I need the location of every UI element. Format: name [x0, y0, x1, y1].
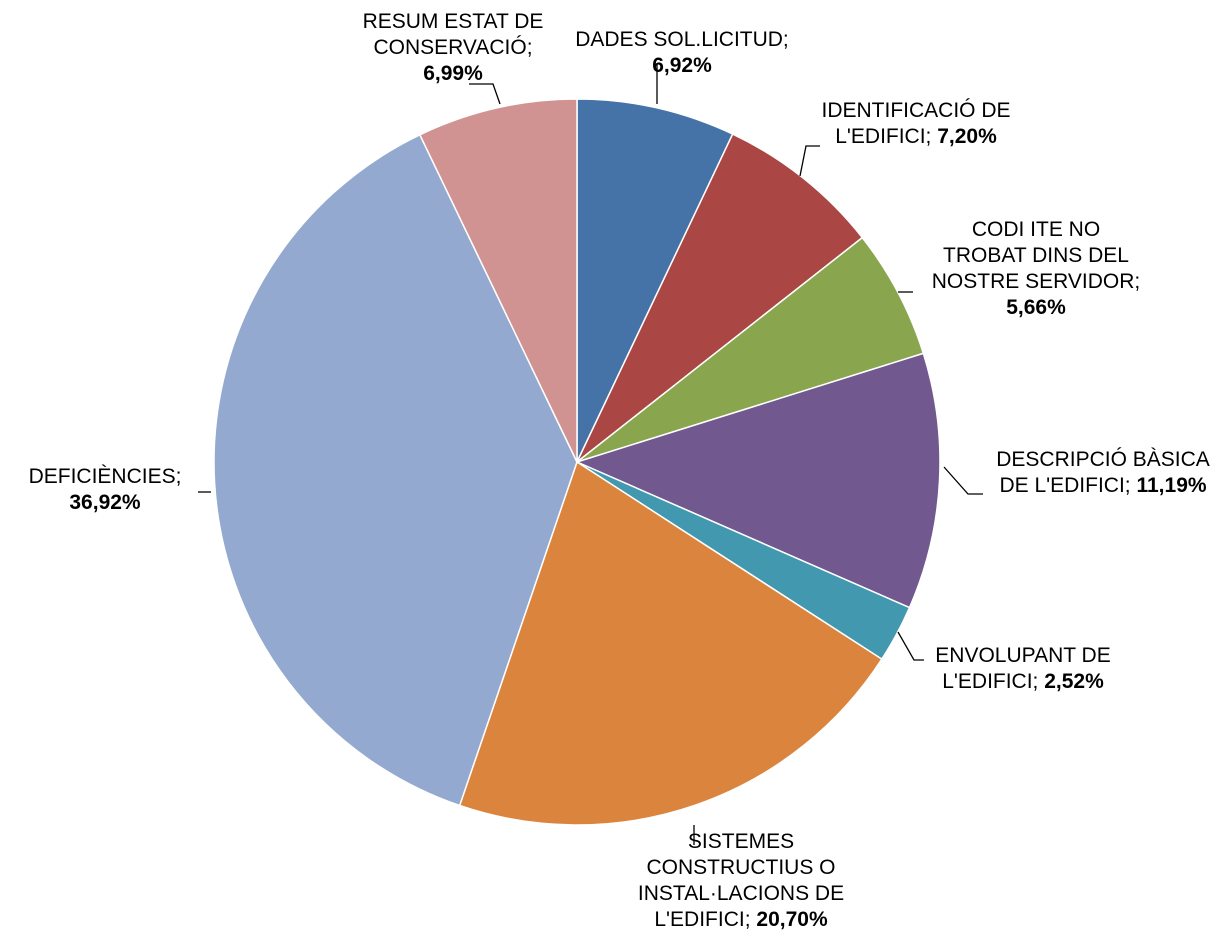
slice-label-line: TROBAT DINS DEL — [943, 244, 1129, 267]
slice-label-line: DEFICIÈNCIES; — [29, 465, 182, 488]
slice-label-line: RESUM ESTAT DE — [363, 10, 544, 33]
slice-label-line: CONSTRUCTIUS O — [647, 856, 836, 879]
slice-label: DESCRIPCIÓ BÀSICA DE L'EDIFICI; 11,19% — [996, 448, 1210, 497]
slice-label-line: SISTEMES — [688, 830, 794, 853]
label-leader-line — [944, 467, 983, 494]
slice-label-line: IDENTIFICACIÓ DE — [821, 99, 1010, 122]
slice-label-line: CODI ITE NO — [972, 218, 1100, 241]
slice-label-line: DADES SOL.LICITUD; — [575, 28, 789, 51]
label-leader-line — [800, 146, 820, 176]
slice-value: 6,99% — [423, 62, 483, 85]
slice-value: 36,92% — [69, 491, 141, 514]
slice-label-line: CONSERVACIÓ; — [373, 36, 532, 59]
slice-label: DEFICIÈNCIES; 36,92% — [29, 465, 182, 514]
slice-value: 7,20% — [931, 125, 997, 148]
slice-label: DADES SOL.LICITUD; 6,92% — [575, 28, 789, 77]
slice-value: 5,66% — [1006, 296, 1066, 319]
slice-value: 2,52% — [1038, 670, 1104, 693]
slice-label-line: DESCRIPCIÓ BÀSICA — [996, 448, 1210, 471]
slice-label: SISTEMES CONSTRUCTIUS O INSTAL·LACIONS DE L… — [638, 830, 844, 931]
slice-label-line: NOSTRE SERVIDOR; — [932, 270, 1140, 293]
slice-value: 20,70% — [751, 908, 828, 931]
slice-label-line: L'EDIFICI; — [942, 670, 1038, 693]
slice-label: CODI ITE NO TROBAT DINS DEL NOSTRE SERVIDO… — [932, 218, 1140, 319]
slice-value: 11,19% — [1131, 474, 1207, 497]
slice-label-line: DE L'EDIFICI; — [999, 474, 1130, 497]
slice-label: RESUM ESTAT DE CONSERVACIÓ; 6,99% — [363, 10, 544, 85]
label-leader-line — [898, 632, 924, 660]
slice-label: IDENTIFICACIÓ DE L'EDIFICI; 7,20% — [821, 99, 1010, 148]
slice-label-line: L'EDIFICI; — [654, 908, 750, 931]
slice-label-line: L'EDIFICI; — [835, 125, 931, 148]
slice-label-line: INSTAL·LACIONS DE — [638, 882, 844, 905]
slice-label: ENVOLUPANT DE L'EDIFICI; 2,52% — [935, 644, 1110, 693]
slice-value: 6,92% — [652, 54, 712, 77]
slice-label-line: ENVOLUPANT DE — [935, 644, 1110, 667]
label-leader-line — [469, 84, 500, 104]
